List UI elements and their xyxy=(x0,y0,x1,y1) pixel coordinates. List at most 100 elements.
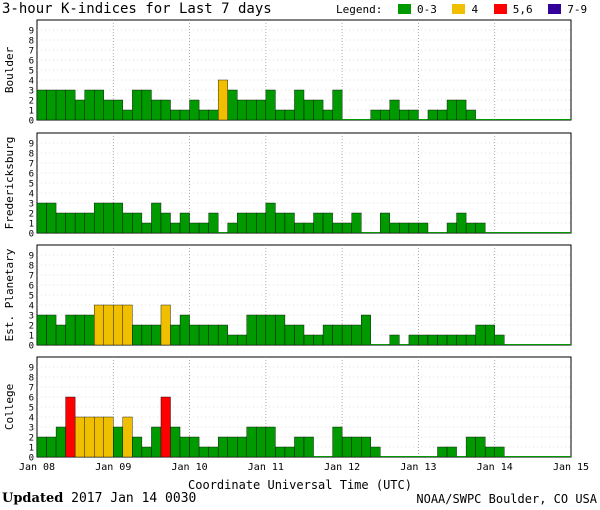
y-tick-label: 5 xyxy=(29,180,34,190)
bar xyxy=(351,436,362,458)
bar xyxy=(513,119,524,120)
x-tick-label: Jan 13 xyxy=(400,462,436,473)
bar xyxy=(446,446,457,458)
bar xyxy=(389,456,400,457)
bar xyxy=(437,334,448,346)
y-tick-label: 3 xyxy=(29,312,34,322)
legend-swatch-5-6 xyxy=(493,4,507,14)
bar xyxy=(217,79,228,121)
legend-item-0-3: 0-3 xyxy=(397,3,437,16)
legend-item-5-6: 5,6 xyxy=(493,3,533,16)
bar xyxy=(389,99,400,121)
bar xyxy=(46,89,57,121)
bar xyxy=(141,446,152,458)
y-tick-label: 9 xyxy=(29,27,34,37)
bar xyxy=(504,119,514,120)
bar xyxy=(542,119,552,120)
bar xyxy=(323,456,333,457)
bar xyxy=(246,212,257,234)
bar xyxy=(513,344,524,345)
bar xyxy=(179,109,190,121)
bar xyxy=(65,396,76,458)
bar xyxy=(113,99,124,121)
legend-item-7-9: 7-9 xyxy=(548,3,587,16)
legend: Legend: 0-3 4 5,6 7-9 xyxy=(336,3,596,16)
bar xyxy=(65,212,76,234)
bar xyxy=(341,324,352,346)
bar xyxy=(132,89,143,121)
bar xyxy=(408,456,419,457)
bar xyxy=(246,314,257,346)
bar xyxy=(122,109,133,121)
bar xyxy=(408,109,419,121)
bar xyxy=(389,222,400,234)
bar xyxy=(208,324,219,346)
legend-label-4: 4 xyxy=(471,3,479,16)
bar xyxy=(418,456,428,457)
bar xyxy=(46,202,57,234)
bar xyxy=(380,109,391,121)
bar xyxy=(523,119,533,120)
bar xyxy=(284,446,295,458)
bar xyxy=(484,324,495,346)
bar xyxy=(494,334,505,346)
bar xyxy=(36,436,47,458)
bar xyxy=(361,232,371,233)
bar xyxy=(437,446,448,458)
bar xyxy=(74,212,85,234)
legend-label: Legend: xyxy=(336,3,383,16)
bar xyxy=(322,109,333,121)
bar xyxy=(55,426,66,458)
bar xyxy=(256,212,267,234)
bar xyxy=(370,109,381,121)
bar xyxy=(256,426,267,458)
bar xyxy=(275,446,286,458)
bar xyxy=(303,436,314,458)
bar xyxy=(542,456,552,457)
bar xyxy=(36,89,47,121)
bar xyxy=(132,212,143,234)
bar xyxy=(370,344,381,345)
bar xyxy=(504,232,514,233)
bar xyxy=(141,222,152,234)
bar xyxy=(237,99,247,121)
bar xyxy=(294,436,305,458)
bar xyxy=(456,456,467,457)
bar xyxy=(361,436,371,458)
bar xyxy=(46,436,57,458)
y-tick-label: 8 xyxy=(29,150,34,160)
legend-label-5-6: 5,6 xyxy=(512,3,533,16)
bar xyxy=(132,324,143,346)
k-index-chart: 0123456789Boulder0123456789Fredericksbur… xyxy=(3,19,589,473)
bar xyxy=(551,119,562,120)
bar xyxy=(418,119,428,120)
y-tick-label: 6 xyxy=(29,394,34,404)
y-tick-label: 0 xyxy=(29,342,34,352)
y-tick-label: 1 xyxy=(29,107,34,117)
bar xyxy=(179,436,190,458)
bar xyxy=(532,456,543,457)
bar xyxy=(446,99,457,121)
y-tick-label: 2 xyxy=(29,97,34,107)
bar xyxy=(351,119,362,120)
bar xyxy=(437,232,448,233)
bar xyxy=(303,222,314,234)
bar xyxy=(113,202,124,234)
y-tick-label: 2 xyxy=(29,210,34,220)
bar xyxy=(217,324,228,346)
y-tick-label: 9 xyxy=(29,252,34,262)
bar xyxy=(523,232,533,233)
source-credit: NOAA/SWPC Boulder, CO USA xyxy=(416,492,597,506)
bar xyxy=(275,109,286,121)
bar xyxy=(256,99,267,121)
y-tick-label: 4 xyxy=(29,190,34,200)
x-tick-label: Jan 12 xyxy=(324,462,360,473)
bar xyxy=(332,324,343,346)
bar xyxy=(227,436,238,458)
bar xyxy=(256,314,267,346)
bar xyxy=(160,212,171,234)
bar xyxy=(46,314,57,346)
bar xyxy=(465,334,476,346)
y-tick-label: 6 xyxy=(29,282,34,292)
bar xyxy=(122,212,133,234)
